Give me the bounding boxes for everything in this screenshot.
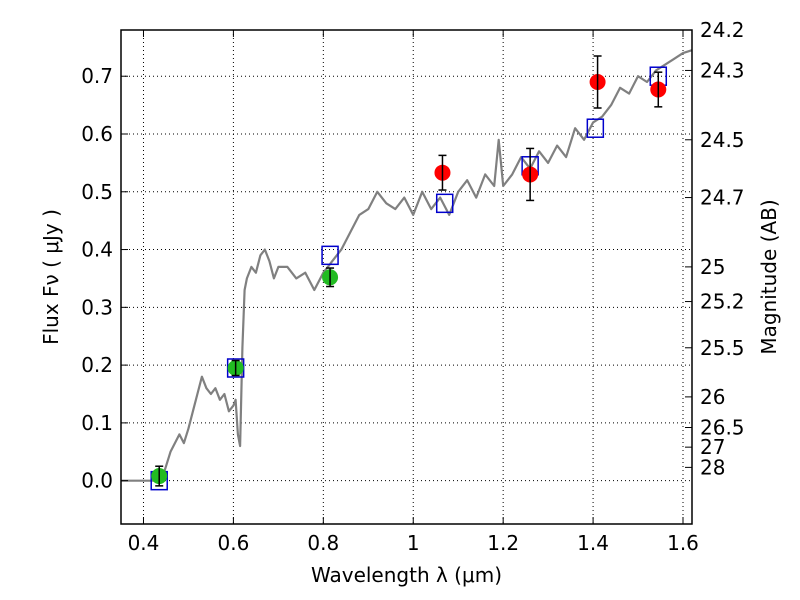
y-axis-label: Flux Fν ( μJy ) — [39, 209, 63, 345]
model-box — [321, 245, 339, 266]
y-tick-label: 0.7 — [81, 64, 113, 88]
x-axis-label: Wavelength λ (μm) — [311, 563, 502, 587]
axis-ticks: 0.4 0.6 0.8 1 1.2 1.4 1.6 0.0 0.1 0.2 0.3 0.4 0.5 0.6… — [81, 18, 744, 555]
y-tick-label: 0.2 — [81, 353, 113, 377]
magnitude-tick-label: 26.5 — [700, 416, 745, 440]
magnitude-tick-label: 24.2 — [700, 18, 745, 42]
grid — [121, 30, 692, 524]
axis-labels: Wavelength λ (μm) Flux Fν ( μJy ) Magnit… — [39, 199, 781, 587]
magnitude-tick-label: 25.5 — [700, 336, 745, 360]
x-tick-label: 1 — [407, 531, 420, 555]
sed-spectrum — [121, 49, 693, 482]
x-tick-label: 1.4 — [577, 531, 609, 555]
right-axis-label: Magnitude (AB) — [757, 199, 781, 354]
magnitude-tick-label: 27 — [700, 435, 725, 459]
y-tick-label: 0.3 — [81, 295, 113, 319]
x-tick-label: 0.4 — [128, 531, 160, 555]
magnitude-tick-label: 25 — [700, 255, 725, 279]
y-tick-label: 0.1 — [81, 411, 113, 435]
x-tick-label: 1.2 — [487, 531, 519, 555]
x-tick-label: 0.6 — [217, 531, 249, 555]
y-tick-label: 0.0 — [81, 469, 113, 493]
x-tick-label: 1.6 — [667, 531, 699, 555]
model-box — [435, 193, 454, 214]
y-tick-label: 0.5 — [81, 180, 113, 204]
x-tick-label: 0.8 — [307, 531, 339, 555]
observed-photometry — [151, 55, 667, 487]
magnitude-tick-label: 24.7 — [700, 186, 745, 210]
magnitude-tick-label: 24.3 — [700, 58, 745, 82]
magnitude-tick-label: 24.5 — [700, 128, 745, 152]
model-box — [586, 118, 605, 138]
y-tick-label: 0.4 — [81, 238, 113, 262]
magnitude-tick-label: 28 — [700, 455, 725, 479]
magnitude-tick-label: 25.2 — [700, 290, 745, 314]
y-tick-label: 0.6 — [81, 122, 113, 146]
magnitude-tick-label: 26 — [700, 385, 725, 409]
sed-line — [121, 49, 693, 482]
plot-frame — [120, 29, 693, 525]
